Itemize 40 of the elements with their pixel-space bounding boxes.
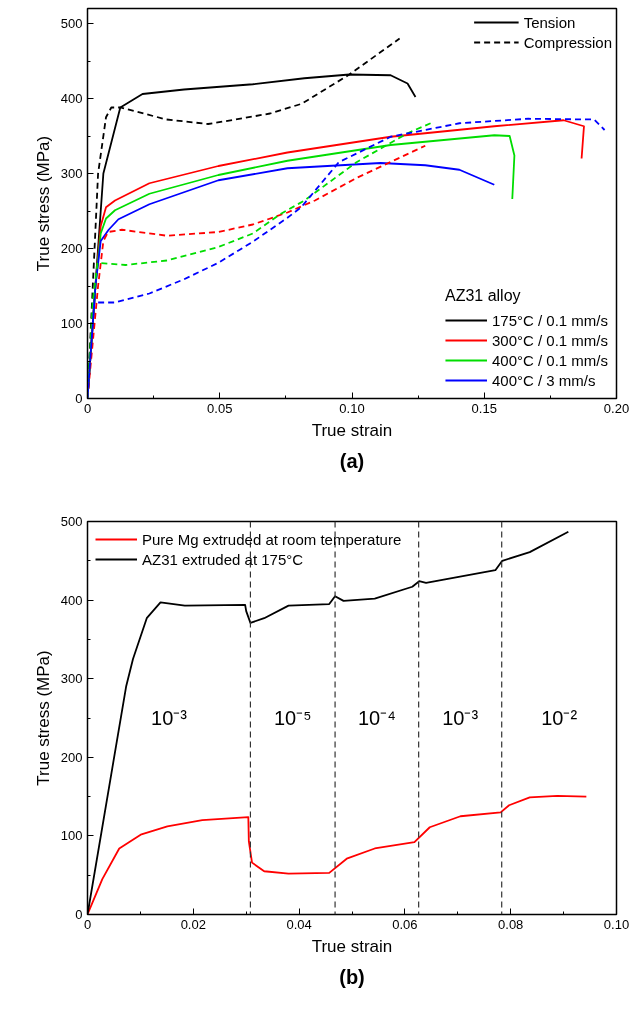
x-tick-label: 0.02: [180, 916, 206, 932]
x-axis-title: True strain: [311, 420, 393, 440]
annotation: 10⁻³: [442, 707, 479, 729]
legend-label: 175°C / 0.1 mm/s: [491, 311, 608, 329]
legend-label: AZ31 extruded at 175°C: [142, 550, 304, 568]
y-tick-label: 500: [60, 16, 83, 31]
x-tick-label: 0.20: [603, 400, 630, 416]
annotation: 10⁻⁵: [273, 707, 312, 729]
legend-label: 300°C / 0.1 mm/s: [491, 331, 608, 349]
legend-label: 400°C / 0.1 mm/s: [491, 351, 608, 369]
y-tick-label: 200: [60, 241, 83, 256]
x-tick-label: 0.04: [286, 916, 312, 932]
y-tick-label: 200: [60, 749, 83, 765]
legend-label: 400°C / 3 mm/s: [491, 371, 596, 389]
x-tick-label: 0.15: [471, 400, 497, 416]
x-tick-label: 0.10: [603, 916, 630, 932]
annotation: 10⁻²: [541, 707, 578, 729]
text: (b): [339, 965, 365, 988]
y-tick-label: 400: [60, 91, 83, 106]
y-axis-title: True stress (MPa): [33, 135, 53, 272]
x-axis-title: True strain: [311, 936, 393, 956]
y-tick-label: 400: [60, 592, 83, 608]
line-series: [87, 794, 588, 915]
legend-label: Pure Mg extruded at room temperature: [142, 530, 402, 548]
annotation: 10⁻³: [151, 707, 188, 729]
x-tick-label: 0.08: [498, 916, 524, 932]
y-tick-label: 100: [60, 316, 83, 331]
annotation: Compression: [523, 33, 612, 51]
y-axis-title: True stress (MPa): [33, 650, 53, 786]
annotation: 10⁻⁴: [357, 707, 396, 729]
y-tick-label: 300: [60, 671, 83, 687]
annotation: Tension: [523, 13, 576, 31]
text: (a): [339, 449, 365, 472]
y-tick-label: 300: [60, 166, 83, 181]
x-tick-label: 0.10: [339, 400, 365, 416]
legend-title: AZ31 alloy: [444, 287, 522, 305]
x-tick-label: 0.06: [392, 916, 418, 932]
y-tick-label: 500: [60, 514, 83, 529]
y-tick-label: 100: [60, 828, 83, 844]
x-tick-label: 0.05: [207, 400, 233, 416]
